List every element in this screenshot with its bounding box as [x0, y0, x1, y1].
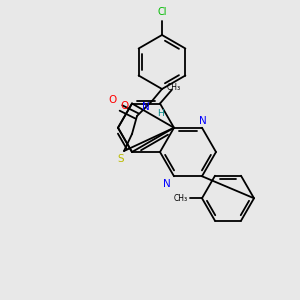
Text: N: N	[199, 116, 207, 126]
Text: O: O	[121, 100, 129, 110]
Text: S: S	[118, 154, 124, 164]
Text: Cl: Cl	[157, 7, 167, 17]
Text: N: N	[142, 102, 150, 112]
Text: H: H	[157, 109, 164, 118]
Text: O: O	[109, 95, 117, 105]
Text: CH₃: CH₃	[167, 83, 181, 92]
Text: N: N	[163, 179, 171, 189]
Text: CH₃: CH₃	[174, 194, 188, 203]
